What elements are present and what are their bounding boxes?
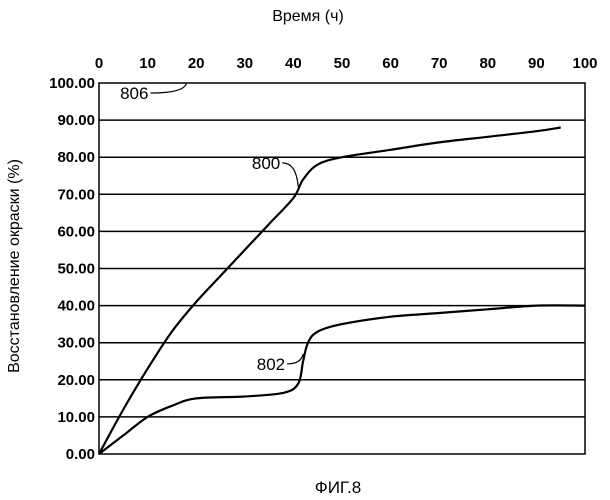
y-tick-label: 90.00 — [57, 112, 95, 129]
y-tick-label: 80.00 — [57, 149, 95, 166]
annotation-leader — [282, 163, 298, 187]
x-axis-title: Время (ч) — [272, 8, 344, 25]
x-tick-label: 20 — [188, 55, 205, 72]
x-tick-label: 0 — [95, 55, 103, 72]
annotation-label: 806 — [120, 84, 148, 103]
y-tick-label: 60.00 — [57, 223, 95, 240]
x-tick-label: 30 — [236, 55, 253, 72]
series-line-800 — [99, 128, 561, 455]
y-tick-label: 0.00 — [66, 446, 95, 463]
annotations: 806 800 802 — [120, 83, 303, 374]
x-tick-label: 10 — [139, 55, 156, 72]
gridlines — [99, 120, 585, 417]
y-tick-label: 50.00 — [57, 261, 95, 278]
y-tick-labels: 0.00 10.00 20.00 30.00 40.00 50.00 60.00 70.00 8… — [49, 75, 95, 463]
x-tick-label: 100 — [572, 55, 597, 72]
annotation-leader — [150, 83, 186, 93]
y-tick-label: 70.00 — [57, 186, 95, 203]
y-tick-label: 30.00 — [57, 335, 95, 352]
annotation-leader — [287, 354, 303, 364]
series-layer — [99, 128, 585, 455]
x-tick-label: 40 — [285, 55, 302, 72]
y-tick-label: 10.00 — [57, 409, 95, 426]
x-tick-label: 90 — [528, 55, 545, 72]
x-tick-label: 60 — [382, 55, 399, 72]
annotation-label: 800 — [252, 154, 280, 173]
y-tick-label: 100.00 — [49, 75, 95, 92]
x-tick-label: 70 — [431, 55, 448, 72]
x-tick-label: 50 — [334, 55, 351, 72]
x-tick-labels: 0 10 20 30 40 50 60 70 80 90 100 — [95, 55, 598, 72]
y-tick-label: 20.00 — [57, 372, 95, 389]
figure-caption: ФИГ.8 — [315, 478, 361, 497]
x-tick-label: 80 — [479, 55, 496, 72]
y-tick-label: 40.00 — [57, 298, 95, 315]
annotation-label: 802 — [257, 355, 285, 374]
y-axis-title: Восстановление окраски (%) — [6, 159, 23, 373]
